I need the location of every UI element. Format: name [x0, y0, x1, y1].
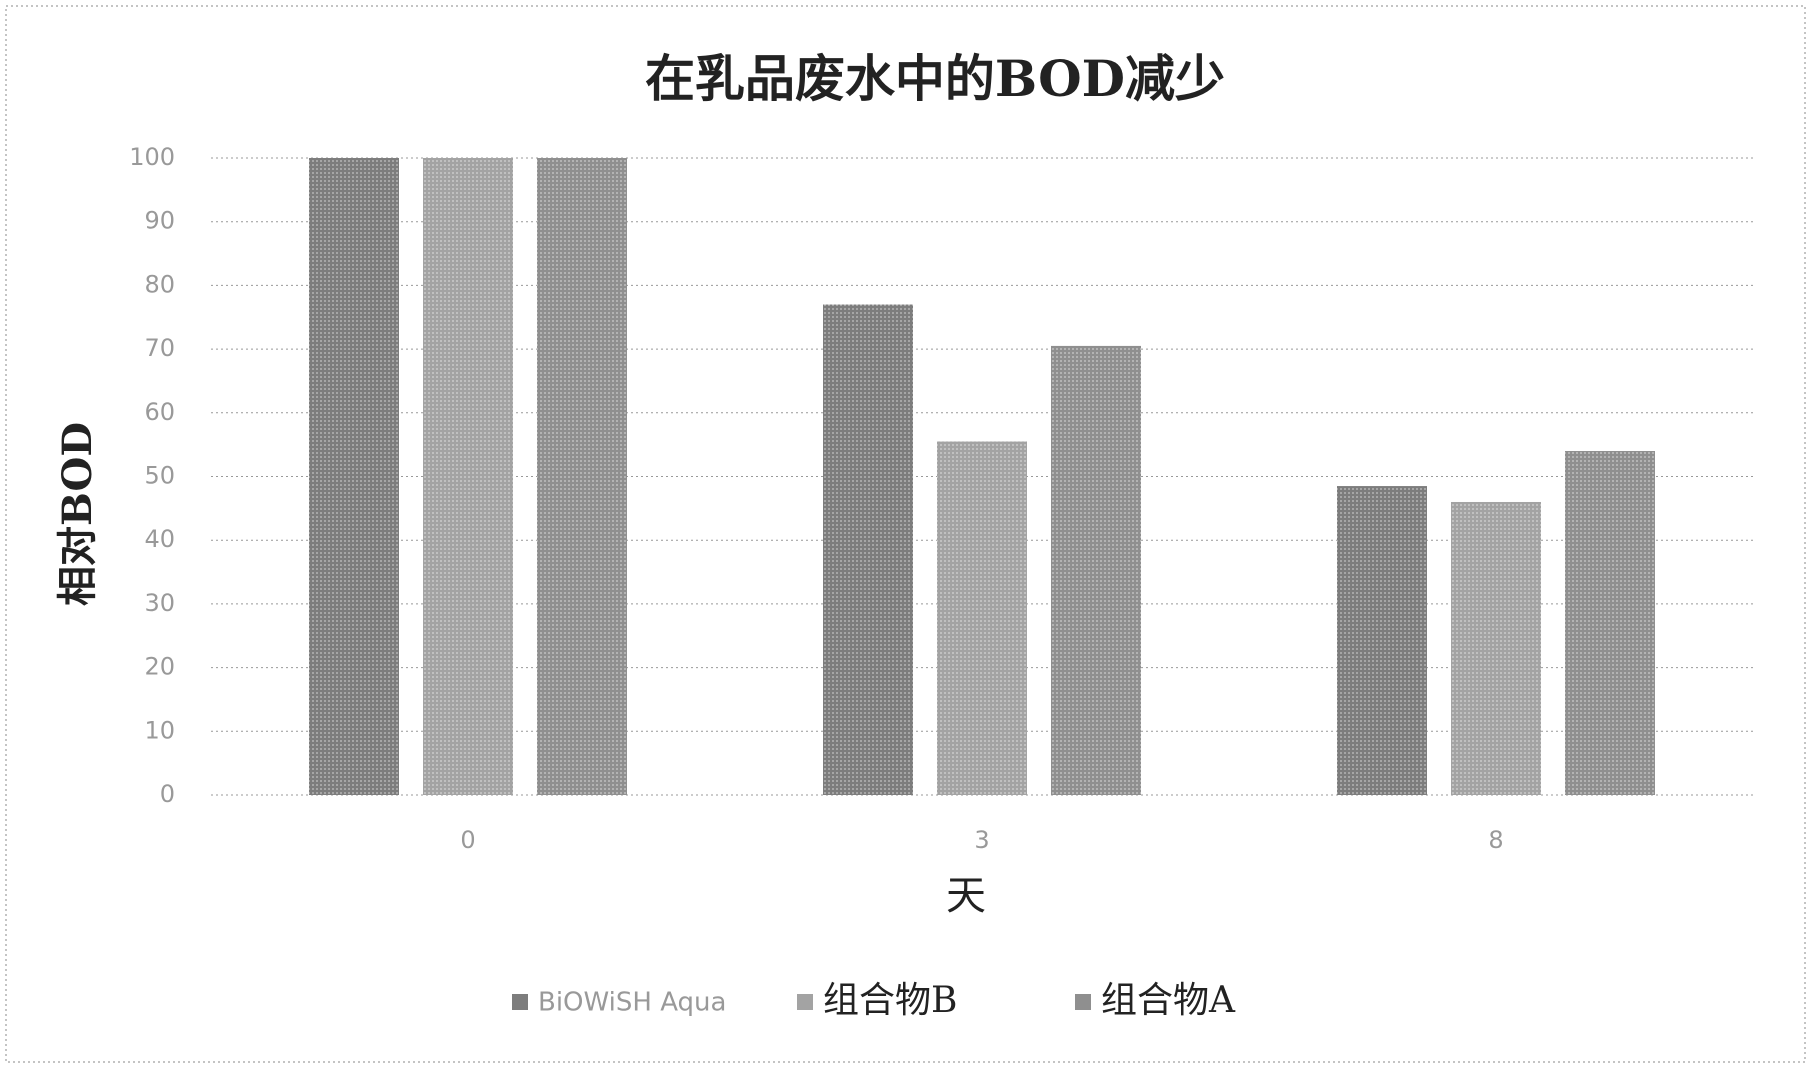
x-tick-label: 0	[460, 826, 475, 854]
x-axis-title: 天	[946, 873, 986, 919]
bar-texture	[537, 158, 627, 795]
y-tick-label: 40	[144, 525, 175, 553]
legend-label: BiOWiSH Aqua	[538, 988, 726, 1018]
y-tick-label: 100	[129, 143, 175, 171]
y-tick-label: 50	[144, 462, 175, 490]
bar-texture	[1337, 486, 1427, 795]
bar-texture	[823, 304, 913, 795]
y-tick-label: 80	[144, 270, 175, 298]
y-axis-title: 相对BOD	[54, 422, 101, 606]
y-tick-label: 90	[144, 207, 175, 235]
y-tick-label: 10	[144, 716, 175, 744]
x-tick-label: 8	[1488, 826, 1503, 854]
legend-label: 组合物B	[823, 980, 957, 1021]
y-tick-label: 20	[144, 653, 175, 681]
legend-label: 组合物A	[1101, 980, 1236, 1021]
chart-border	[5, 5, 1806, 1063]
bar-texture	[1051, 345, 1141, 795]
bar-texture	[937, 441, 1027, 795]
y-tick-label: 70	[144, 334, 175, 362]
bar-texture	[1451, 501, 1541, 795]
bar-texture	[423, 158, 513, 795]
bar-texture	[309, 158, 399, 795]
y-tick-label: 60	[144, 398, 175, 426]
legend-swatch	[797, 994, 813, 1010]
x-tick-label: 3	[974, 826, 989, 854]
legend-swatch	[512, 994, 528, 1010]
chart-title: 在乳品废水中的BOD减少	[645, 49, 1225, 108]
y-tick-label: 0	[160, 780, 175, 808]
bar-texture	[1565, 451, 1655, 795]
y-tick-label: 30	[144, 589, 175, 617]
legend-swatch	[1075, 994, 1091, 1010]
